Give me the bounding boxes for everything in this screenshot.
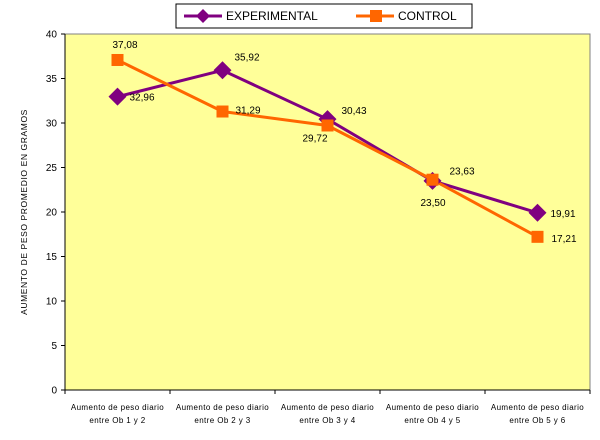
x-tick-label: entre Ob 4 y 5 <box>404 416 460 425</box>
data-labels: 32,96 35,92 30,43 23,50 19,91 37,08 31,29 29,72… <box>113 40 577 245</box>
data-point-experimental <box>213 61 232 80</box>
y-axis-title: AUMENTO DE PESO PROMEDIO EN GRAMOS <box>19 109 29 315</box>
data-label-experimental: 32,96 <box>130 93 155 104</box>
data-label-experimental: 23,50 <box>421 198 446 209</box>
legend-box <box>175 3 473 29</box>
plot-area <box>64 33 591 391</box>
y-tick-label: 15 <box>46 252 58 263</box>
y-tick-label: 5 <box>51 341 57 352</box>
legend-label-control: CONTROL <box>398 9 457 23</box>
data-label-experimental: 30,43 <box>342 106 367 117</box>
x-tick-label: Aumento de peso diario <box>71 403 164 412</box>
legend-marker-control <box>370 10 382 22</box>
x-tick-label: Aumento de peso diario <box>281 403 374 412</box>
x-tick-label: entre Ob 5 y 6 <box>509 416 565 425</box>
data-point-experimental <box>528 203 547 222</box>
y-tick-label: 20 <box>46 208 58 219</box>
data-point-control <box>216 105 229 118</box>
data-label-control: 31,29 <box>236 106 261 117</box>
y-tick-label: 40 <box>46 30 58 41</box>
data-point-control <box>321 119 334 132</box>
x-tick-label: entre Ob 1 y 2 <box>89 416 145 425</box>
x-tick-label: Aumento de peso diario <box>386 403 479 412</box>
y-tick-label: 35 <box>46 74 58 85</box>
x-tick-label: entre Ob 2 y 3 <box>194 416 250 425</box>
axes: 0 5 10 15 20 25 30 35 40 Aumento de peso diario en… <box>46 30 591 425</box>
data-label-experimental: 35,92 <box>235 52 260 63</box>
data-point-control <box>426 173 439 186</box>
x-tick-label: Aumento de peso diario <box>176 403 269 412</box>
legend-marker-experimental <box>196 9 210 23</box>
data-point-control <box>111 53 124 66</box>
data-point-experimental <box>318 110 337 129</box>
legend: EXPERIMENTAL CONTROL <box>175 3 473 29</box>
y-tick-label: 25 <box>46 163 58 174</box>
data-point-experimental <box>108 87 127 106</box>
data-label-control: 37,08 <box>113 40 138 51</box>
series-markers <box>108 53 547 243</box>
y-tick-label: 10 <box>46 297 58 308</box>
x-tick-label: Aumento de peso diario <box>491 403 584 412</box>
data-label-experimental: 19,91 <box>551 209 576 220</box>
legend-label-experimental: EXPERIMENTAL <box>226 9 318 23</box>
y-tick-label: 30 <box>46 119 58 130</box>
data-label-control: 17,21 <box>552 234 577 245</box>
y-tick-label: 0 <box>51 386 57 397</box>
data-point-control <box>531 230 544 243</box>
data-label-control: 29,72 <box>303 133 328 144</box>
data-label-control: 23,63 <box>450 167 475 178</box>
x-tick-label: entre Ob 3 y 4 <box>299 416 355 425</box>
